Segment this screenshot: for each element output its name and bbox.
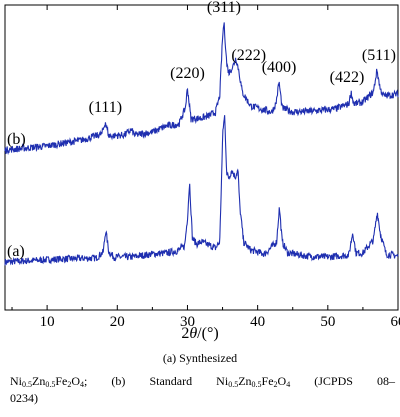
series-layer: (a) (b) — [4, 22, 399, 266]
peak-label-111: (111) — [89, 99, 122, 116]
x-tick-label-50: 50 — [320, 314, 335, 330]
x-axis-ticks: 10 20 30 40 50 60 — [11, 5, 400, 330]
xlabel-post: /(°) — [197, 325, 219, 342]
cap-fe-sub-1: 2 — [67, 380, 72, 389]
peak-label-511: (511) — [362, 47, 396, 64]
x-tick-label-60: 60 — [391, 314, 400, 330]
series-line-a — [4, 115, 399, 266]
cap-jcpds: (JCPDS 08– — [290, 374, 396, 388]
xlabel-pre: 2 — [181, 325, 189, 342]
cap-zn-1: Zn — [32, 374, 46, 388]
caption-line-2: Ni0.5Zn0.5Fe2O4; (b) Standard Ni0.5Zn0.5… — [10, 373, 395, 390]
xrd-chart: (a) (b) (111) (220) (311) (222)(400) (422) (51… — [4, 0, 400, 342]
cap-mid: ; (b) Standard Ni — [84, 374, 229, 388]
peak-label-400: (400) — [262, 59, 297, 76]
x-tick-label-40: 40 — [250, 314, 265, 330]
peak-label-311: (311) — [207, 0, 241, 16]
cap-ni-sub-2: 0.5 — [228, 380, 239, 389]
cap-ni-1: Ni — [10, 374, 22, 388]
x-tick-label-20: 20 — [110, 314, 125, 330]
peak-label-220: (220) — [170, 65, 205, 82]
cap-o-sub-2: 4 — [286, 380, 291, 389]
series-line-b — [4, 22, 399, 156]
peak-label-422: (422) — [330, 69, 365, 86]
cap-ni-sub-1: 0.5 — [22, 380, 32, 389]
x-axis-label: 2θ/(°) — [181, 325, 218, 342]
cap-zn-sub-2: 0.5 — [251, 380, 262, 389]
series-label-b: (b) — [7, 131, 26, 148]
series-label-a: (a) — [7, 243, 25, 260]
x-tick-label-10: 10 — [40, 314, 55, 330]
cap-o-sub-1: 4 — [80, 380, 85, 389]
caption-line-1: (a) Synthesized — [162, 351, 238, 365]
caption-line-3: 0234) — [10, 391, 38, 405]
cap-fe-2: Fe — [261, 374, 274, 388]
xlabel-theta: θ — [189, 325, 197, 342]
cap-zn-sub-1: 0.5 — [45, 380, 56, 389]
cap-o-1: O — [71, 374, 81, 388]
cap-o-2: O — [277, 374, 287, 388]
cap-fe-1: Fe — [55, 374, 68, 388]
x-tick-label-30: 30 — [180, 314, 195, 330]
cap-zn-2: Zn — [238, 374, 252, 388]
plot-border — [4, 4, 399, 311]
plot-frame — [4, 4, 399, 311]
peak-annotations: (111) (220) (311) (222)(400) (422) (511) — [89, 0, 396, 116]
cap-fe-sub-2: 2 — [273, 380, 278, 389]
peak-label-222: (222) — [231, 47, 266, 64]
